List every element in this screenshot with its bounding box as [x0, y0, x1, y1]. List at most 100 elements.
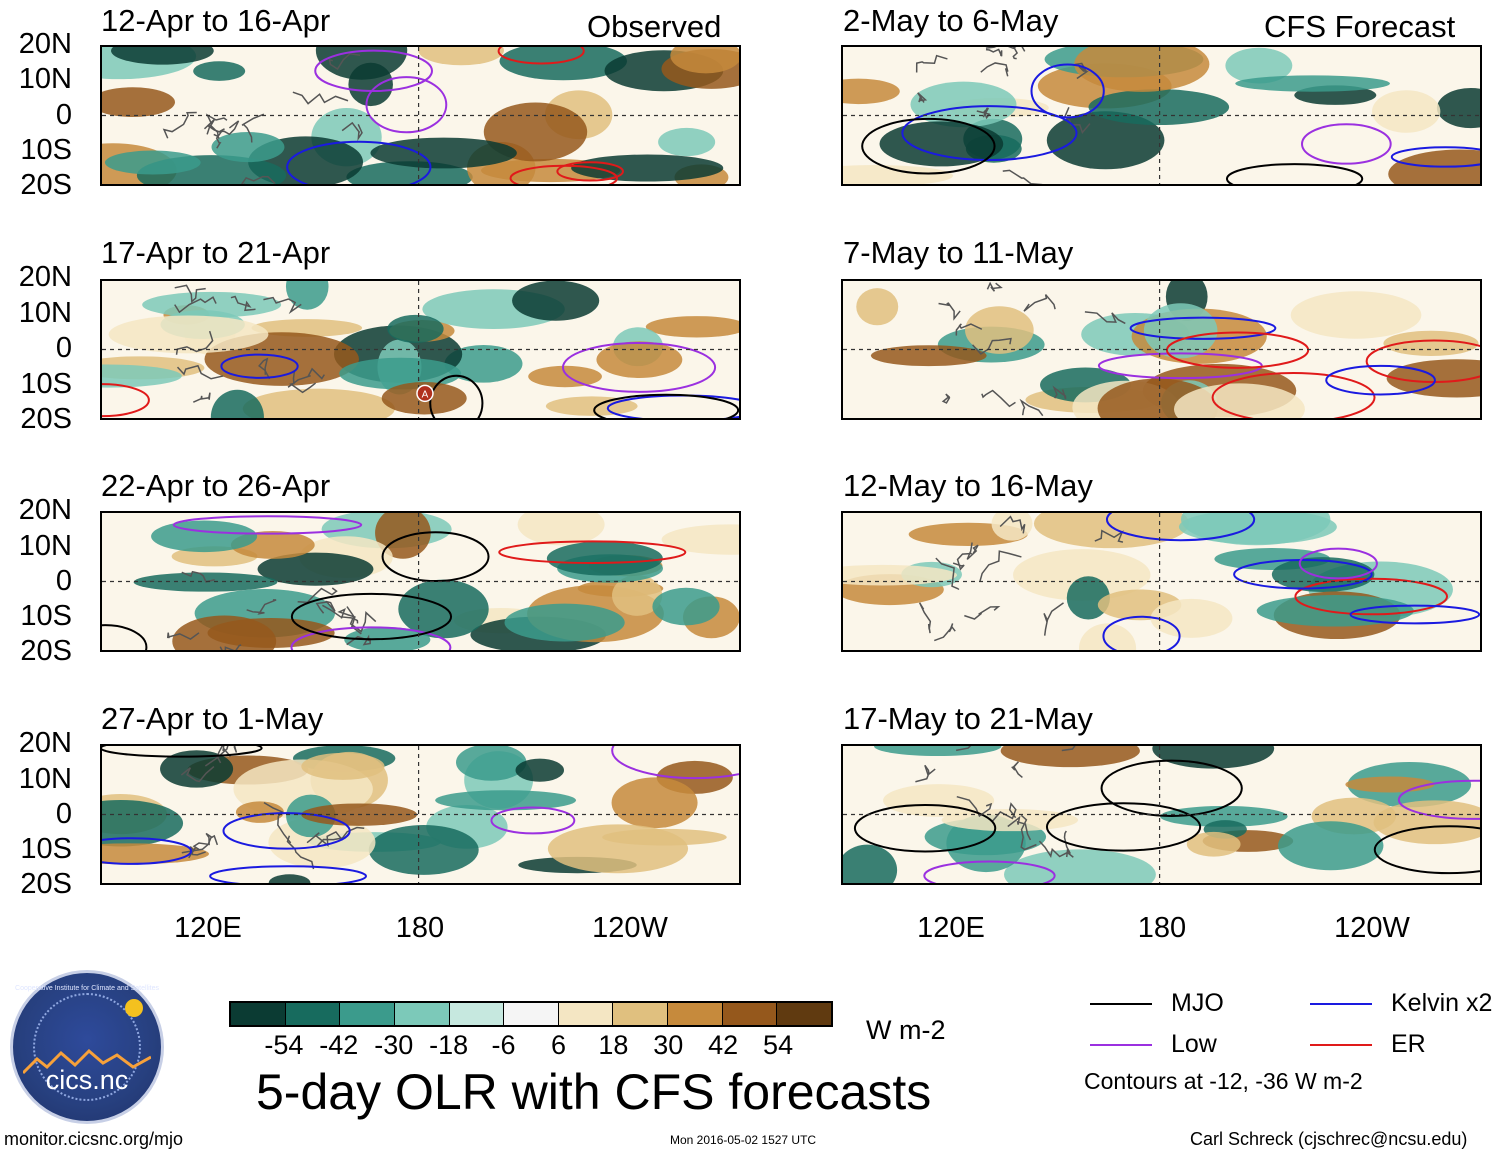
- colorbar-tick-label: -30: [374, 1030, 414, 1060]
- colorbar-swatch: [613, 1003, 669, 1025]
- coastline: [174, 284, 206, 303]
- olr-map-panel: [841, 744, 1482, 885]
- wave-contour: [209, 865, 367, 883]
- coastline: [999, 515, 1026, 534]
- olr-positive-anomaly: [856, 288, 899, 326]
- olr-positive-anomaly: [547, 824, 689, 874]
- footer-url[interactable]: monitor.cicsnc.org/mjo: [4, 1129, 184, 1149]
- colorbar-tick-label: 54: [763, 1030, 794, 1060]
- wave-contour: [556, 161, 624, 182]
- olr-map-graphic: [843, 281, 1480, 418]
- olr-positive-anomaly: [1074, 47, 1210, 92]
- olr-negative-anomaly: [1046, 111, 1165, 170]
- olr-positive-anomaly: [528, 365, 602, 388]
- wave-contour: [102, 383, 150, 418]
- olr-negative-anomaly: [104, 150, 201, 175]
- wave-contour: [1390, 146, 1480, 168]
- panel-title: 2-May to 6-May: [843, 3, 1059, 38]
- olr-map-panel: [841, 511, 1482, 652]
- wave-contour: [561, 341, 717, 393]
- coastline: [176, 364, 224, 380]
- wave-contour: [1397, 779, 1480, 820]
- wave-contour: [861, 117, 996, 175]
- coastline: [219, 120, 240, 136]
- y-tick-label: 20S: [20, 868, 72, 900]
- legend-label-kelvin: Kelvin x2: [1391, 989, 1493, 1017]
- olr-map-panel: [841, 279, 1482, 420]
- coastline: [991, 802, 1017, 822]
- y-tick-label: 10N: [18, 297, 72, 329]
- olr-map-graphic: [843, 746, 1480, 883]
- wave-contour: [490, 806, 576, 835]
- olr-negative-anomaly: [504, 603, 625, 642]
- olr-negative-anomaly: [512, 281, 600, 321]
- wave-contour: [923, 860, 1056, 883]
- legend-swatch-kelvin: [1310, 1003, 1372, 1005]
- panel-title: 7-May to 11-May: [843, 235, 1074, 270]
- x-tick-label: 120W: [1334, 912, 1410, 944]
- y-tick-label: 20S: [20, 403, 72, 435]
- olr-negative-anomaly: [193, 61, 246, 81]
- wave-contour: [222, 812, 351, 850]
- legend-label-mjo: MJO: [1171, 989, 1224, 1017]
- olr-positive-anomaly: [1373, 800, 1480, 845]
- coastline: [985, 48, 1003, 57]
- wave-contour: [1298, 547, 1378, 580]
- olr-positive-anomaly: [1078, 623, 1137, 650]
- logo-name: cics.nc: [45, 1065, 129, 1095]
- coastline: [976, 107, 991, 120]
- olr-positive-anomaly: [242, 388, 395, 418]
- olr-negative-anomaly: [456, 746, 527, 781]
- olr-positive-anomaly: [991, 513, 1033, 541]
- panel-title: 27-Apr to 1-May: [101, 701, 324, 736]
- wave-contour: [498, 540, 687, 564]
- wave-contour: [286, 140, 432, 184]
- coastline: [915, 54, 948, 73]
- coastline: [1063, 830, 1071, 858]
- coastline: [1084, 311, 1126, 325]
- colorbar-tick-label: 30: [653, 1030, 684, 1060]
- y-tick-label: 0: [55, 99, 72, 131]
- wave-contour: [381, 531, 490, 583]
- coastline: [206, 123, 220, 139]
- olr-positive-anomaly: [843, 165, 954, 184]
- coastline: [346, 634, 371, 646]
- coastline: [315, 826, 365, 848]
- legend-label-er: ER: [1391, 1030, 1426, 1058]
- colorbar-tick-label: 42: [708, 1030, 739, 1060]
- olr-negative-anomaly: [1225, 47, 1293, 84]
- olr-negative-anomaly: [111, 47, 214, 65]
- coastline: [1038, 840, 1074, 858]
- coastline: [263, 802, 292, 844]
- olr-positive-anomaly: [418, 47, 504, 66]
- olr-negative-anomaly: [444, 345, 523, 383]
- wave-contour: [220, 353, 299, 379]
- coastline: [1074, 62, 1089, 80]
- chart-title: 5-day OLR with CFS forecasts: [256, 1064, 932, 1120]
- coastline: [240, 175, 276, 184]
- olr-negative-anomaly: [285, 281, 329, 310]
- wave-contour: [1030, 63, 1105, 119]
- olr-map-panel: [100, 744, 741, 885]
- wave-contour: [901, 105, 1078, 161]
- olr-negative-anomaly: [387, 314, 444, 343]
- olr-positive-anomaly: [661, 524, 739, 555]
- wave-contour: [611, 746, 739, 780]
- panel-title: 17-May to 21-May: [843, 701, 1093, 736]
- y-tick-label: 10S: [20, 600, 72, 632]
- olr-positive-anomaly: [1033, 513, 1190, 549]
- y-tick-label: 10S: [20, 134, 72, 166]
- wave-contour: [1100, 759, 1243, 817]
- observed-header: Observed: [587, 9, 722, 44]
- y-tick-label: 20N: [18, 494, 72, 526]
- coastline: [241, 113, 265, 143]
- olr-negative-anomaly: [210, 389, 264, 418]
- colorbar-tick-label: -42: [319, 1030, 359, 1060]
- panel-title: 12-Apr to 16-Apr: [101, 3, 331, 38]
- coastline: [985, 47, 1017, 50]
- coastline: [933, 623, 956, 642]
- coastline: [1002, 169, 1043, 184]
- y-tick-label: 20N: [18, 28, 72, 60]
- olr-negative-anomaly: [339, 357, 462, 390]
- coastline: [938, 302, 961, 321]
